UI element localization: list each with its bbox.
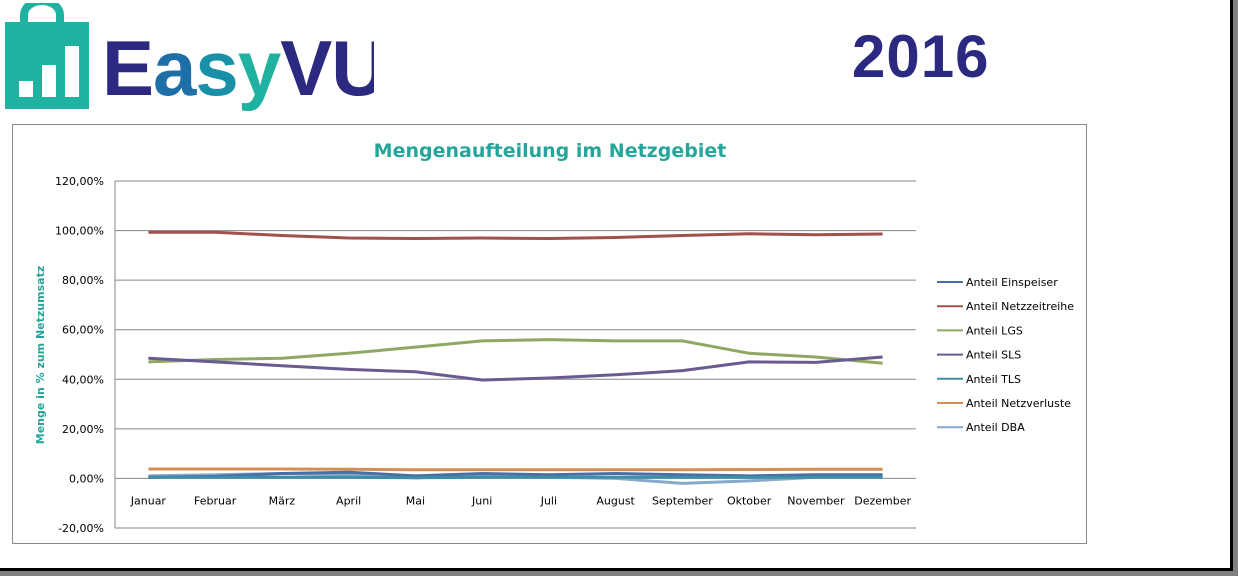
series-line-anteil-sls [148, 355, 883, 382]
x-tick-label: Februar [194, 494, 237, 507]
legend-label: Anteil Netzverluste [966, 397, 1071, 410]
series-line-anteil-lgs [148, 338, 883, 365]
y-tick-label: 0,00% [69, 472, 104, 485]
x-tick-label: Dezember [854, 494, 911, 507]
x-tick-label: Mai [406, 494, 425, 507]
y-tick-label: 100,00% [55, 225, 104, 238]
x-tick-label: September [652, 494, 713, 507]
series-line-anteil-netzzeitreihe [148, 230, 883, 240]
legend-label: Anteil Netzzeitreihe [966, 300, 1074, 313]
legend-label: Anteil TLS [966, 373, 1021, 386]
x-tick-label: Oktober [727, 494, 772, 507]
series-line-anteil-tls [148, 475, 883, 480]
legend-label: Anteil Einspeiser [966, 276, 1058, 289]
x-tick-label: März [269, 494, 296, 507]
x-tick-label: August [596, 494, 635, 507]
legend-label: Anteil DBA [966, 421, 1025, 434]
shopping-bag-chart-icon [5, 3, 89, 109]
logo-text: EasyVU [102, 24, 374, 112]
y-tick-label: 80,00% [62, 274, 104, 287]
y-tick-label: 20,00% [62, 423, 104, 436]
y-tick-label: 60,00% [62, 324, 104, 337]
x-tick-label: Juni [471, 494, 492, 507]
line-chart: Mengenaufteilung im Netzgebiet Menge in %… [34, 140, 1074, 535]
x-tick-label: April [336, 494, 361, 507]
legend-label: Anteil SLS [966, 349, 1021, 362]
chart-title: Mengenaufteilung im Netzgebiet [374, 140, 727, 162]
x-tick-label: Juli [540, 494, 557, 507]
legend-label: Anteil LGS [966, 324, 1023, 337]
x-tick-label: November [787, 494, 845, 507]
y-tick-label: 40,00% [62, 373, 104, 386]
chart-container: Mengenaufteilung im Netzgebiet Menge in %… [12, 124, 1087, 544]
year-label: 2016 [852, 23, 990, 90]
easyvu-logo: EasyVU [5, 3, 374, 112]
series-line-anteil-netzverluste [148, 467, 883, 472]
y-tick-label: -20,00% [58, 522, 104, 535]
x-tick-label: Januar [130, 494, 167, 507]
y-tick-label: 120,00% [55, 175, 104, 188]
y-axis-label: Menge in % zum Netzumsatz [34, 266, 47, 444]
